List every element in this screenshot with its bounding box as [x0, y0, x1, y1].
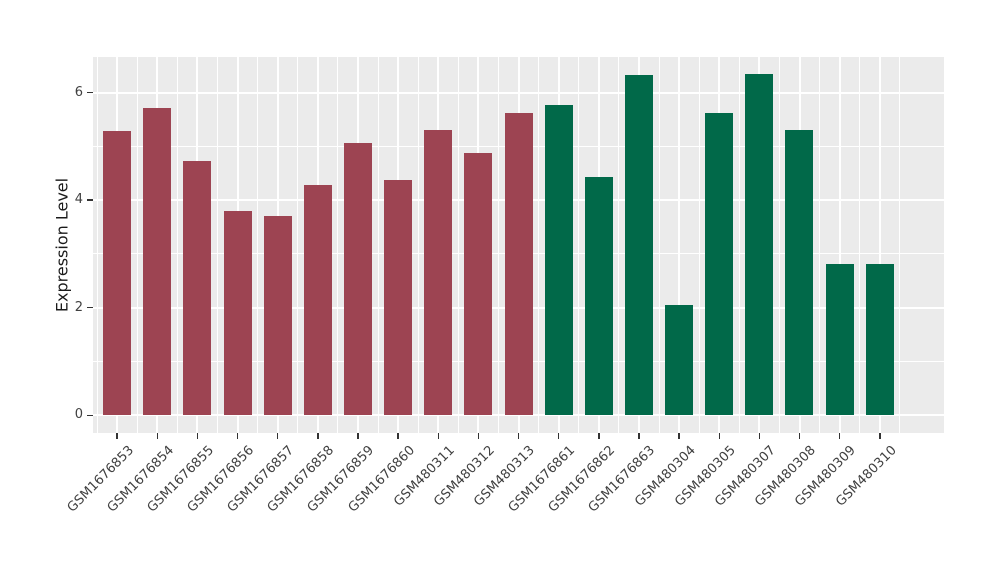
bar	[464, 152, 493, 416]
bar	[303, 184, 332, 416]
x-tick-mark	[477, 433, 480, 439]
gridline-x-minor	[658, 57, 660, 433]
bar	[584, 177, 613, 416]
bar	[825, 264, 854, 416]
gridline-x-minor	[257, 57, 259, 433]
bar	[424, 129, 453, 416]
bar	[624, 74, 653, 416]
bar	[223, 210, 252, 416]
y-tick-label: 0	[74, 407, 83, 423]
gridline-x-major	[678, 57, 681, 433]
bar	[384, 180, 413, 416]
y-tick-label: 6	[74, 84, 83, 100]
gridline-x-minor	[136, 57, 138, 433]
bar	[504, 112, 533, 416]
bar	[745, 74, 774, 416]
y-tick-label: 4	[74, 192, 83, 208]
x-tick-mark	[357, 433, 359, 439]
gridline-x-minor	[216, 57, 218, 433]
x-tick-mark	[517, 433, 520, 439]
bar	[263, 215, 292, 416]
x-tick-mark	[236, 433, 239, 439]
gridline-x-minor	[457, 57, 459, 433]
plot-panel	[93, 57, 944, 433]
bar	[103, 130, 132, 416]
x-tick-mark	[838, 433, 841, 439]
gridline-x-minor	[819, 57, 821, 433]
y-tick-mark	[87, 414, 93, 416]
x-tick-mark	[678, 433, 680, 439]
x-tick-mark	[879, 433, 881, 439]
gridline-x-minor	[497, 57, 499, 433]
y-tick-mark	[87, 199, 93, 201]
y-tick-mark	[87, 91, 93, 94]
y-axis-title: Expression Level	[52, 177, 72, 313]
x-tick-mark	[156, 433, 158, 439]
gridline-x-minor	[96, 57, 98, 433]
bar	[183, 160, 212, 416]
bar	[865, 263, 894, 416]
bar	[705, 112, 734, 416]
x-tick-mark	[758, 433, 761, 439]
gridline-x-major	[838, 57, 841, 433]
bar	[343, 143, 372, 416]
gridline-x-major	[878, 57, 881, 433]
x-tick-mark	[598, 433, 600, 439]
gridline-x-minor	[538, 57, 540, 433]
bar	[665, 305, 694, 416]
gridline-x-minor	[899, 57, 901, 433]
x-tick-mark	[798, 433, 801, 439]
y-tick-label: 2	[74, 299, 83, 315]
gridline-x-minor	[778, 57, 780, 433]
x-tick-mark	[116, 433, 118, 439]
gridline-x-minor	[176, 57, 178, 433]
gridline-x-minor	[698, 57, 700, 433]
y-tick-mark	[87, 306, 93, 309]
gridline-x-minor	[859, 57, 861, 433]
gridline-x-minor	[297, 57, 299, 433]
gridline-x-minor	[738, 57, 740, 433]
x-tick-mark	[397, 433, 399, 439]
gridline-x-minor	[578, 57, 580, 433]
x-tick-mark	[437, 433, 439, 439]
gridline-x-minor	[618, 57, 620, 433]
bar	[544, 104, 573, 416]
x-tick-mark	[317, 433, 319, 439]
bar	[143, 107, 172, 416]
x-tick-mark	[718, 433, 720, 439]
gridline-x-minor	[337, 57, 339, 433]
x-tick-mark	[557, 433, 560, 439]
bar	[785, 130, 814, 416]
x-tick-mark	[196, 433, 199, 439]
gridline-x-minor	[417, 57, 419, 433]
x-tick-mark	[638, 433, 640, 439]
x-tick-mark	[276, 433, 279, 439]
gridline-x-minor	[377, 57, 379, 433]
